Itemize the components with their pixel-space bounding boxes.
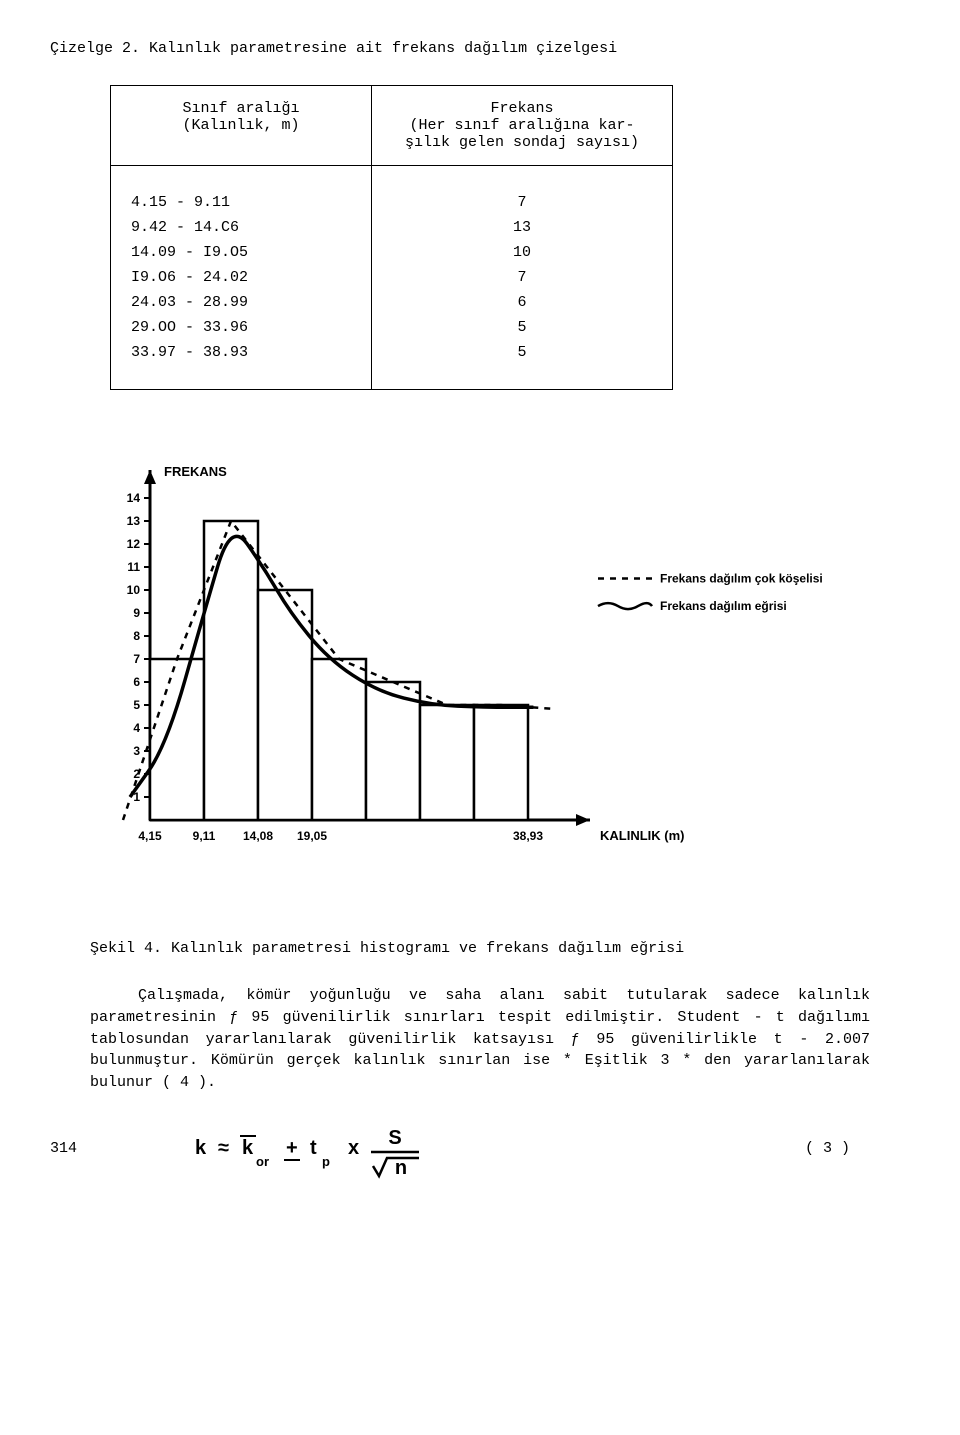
col2-header-line1: Frekans bbox=[490, 100, 553, 117]
col2-header-line2: (Her sınıf aralığına kar- bbox=[409, 117, 634, 134]
equation-number: ( 3 ) bbox=[805, 1140, 850, 1157]
col1-header-line1: Sınıf aralığı bbox=[182, 100, 299, 117]
svg-text:11: 11 bbox=[127, 560, 140, 574]
svg-text:10: 10 bbox=[127, 583, 141, 597]
svg-text:8: 8 bbox=[133, 629, 140, 643]
freq-cell: 7 bbox=[372, 265, 673, 290]
svg-text:19,05: 19,05 bbox=[297, 829, 327, 843]
body-paragraph: Çalışmada, kömür yoğunluğu ve saha alanı… bbox=[90, 985, 870, 1094]
table-title: Çizelge 2. Kalınlık parametresine ait fr… bbox=[50, 40, 910, 57]
formula-svg: k≈kor+tpxSn bbox=[190, 1114, 490, 1184]
svg-text:4,15: 4,15 bbox=[138, 829, 162, 843]
svg-text:14,08: 14,08 bbox=[243, 829, 273, 843]
svg-text:x: x bbox=[348, 1137, 359, 1159]
svg-text:Frekans dağılım çok köşelisi: Frekans dağılım çok köşelisi bbox=[660, 572, 823, 586]
svg-text:3: 3 bbox=[133, 744, 140, 758]
paragraph-text: Çalışmada, kömür yoğunluğu ve saha alanı… bbox=[90, 987, 870, 1091]
svg-text:t: t bbox=[310, 1137, 317, 1159]
col2-header-line3: şılık gelen sondaj sayısı) bbox=[405, 134, 639, 151]
svg-text:38,93: 38,93 bbox=[513, 829, 543, 843]
svg-text:n: n bbox=[395, 1157, 407, 1179]
svg-text:6: 6 bbox=[133, 675, 140, 689]
freq-cell: 6 bbox=[372, 290, 673, 315]
freq-cell: 5 bbox=[372, 340, 673, 365]
range-cell: 29.OO - 33.96 bbox=[111, 315, 372, 340]
svg-text:Frekans dağılım eğrisi: Frekans dağılım eğrisi bbox=[660, 599, 787, 613]
range-cell: I9.O6 - 24.02 bbox=[111, 265, 372, 290]
page-number: 314 bbox=[50, 1140, 110, 1157]
svg-text:14: 14 bbox=[127, 491, 141, 505]
svg-text:p: p bbox=[322, 1154, 330, 1169]
svg-text:9,11: 9,11 bbox=[193, 829, 216, 843]
svg-text:S: S bbox=[388, 1127, 401, 1149]
svg-text:FREKANS: FREKANS bbox=[164, 464, 227, 479]
svg-text:9: 9 bbox=[133, 606, 140, 620]
svg-text:13: 13 bbox=[127, 514, 141, 528]
freq-cell: 5 bbox=[372, 315, 673, 340]
svg-text:k: k bbox=[242, 1137, 254, 1159]
svg-text:≈: ≈ bbox=[218, 1137, 229, 1159]
freq-cell: 13 bbox=[372, 215, 673, 240]
svg-text:4: 4 bbox=[133, 721, 140, 735]
table-header-col1: Sınıf aralığı (Kalınlık, m) bbox=[111, 86, 372, 166]
svg-text:7: 7 bbox=[133, 652, 140, 666]
freq-cell: 7 bbox=[372, 190, 673, 215]
svg-text:k: k bbox=[195, 1137, 207, 1159]
figure-caption: Şekil 4. Kalınlık parametresi histogramı… bbox=[90, 940, 910, 957]
svg-text:5: 5 bbox=[133, 698, 140, 712]
svg-text:or: or bbox=[256, 1154, 269, 1169]
svg-text:+: + bbox=[286, 1137, 298, 1159]
col1-header-line2: (Kalınlık, m) bbox=[182, 117, 299, 134]
formula-row: 314 k≈kor+tpxSn ( 3 ) bbox=[50, 1114, 910, 1184]
chart-svg: FREKANS14131211109876543214,159,1114,081… bbox=[70, 430, 890, 890]
freq-cell: 10 bbox=[372, 240, 673, 265]
frequency-table: Sınıf aralığı (Kalınlık, m) Frekans (Her… bbox=[110, 85, 673, 390]
histogram-chart: FREKANS14131211109876543214,159,1114,081… bbox=[70, 430, 890, 890]
range-cell: 9.42 - 14.C6 bbox=[111, 215, 372, 240]
range-cell: 24.03 - 28.99 bbox=[111, 290, 372, 315]
range-cell: 33.97 - 38.93 bbox=[111, 340, 372, 365]
svg-text:12: 12 bbox=[127, 537, 141, 551]
svg-text:KALINLIK (m): KALINLIK (m) bbox=[600, 828, 685, 843]
range-cell: 4.15 - 9.11 bbox=[111, 190, 372, 215]
table-header-col2: Frekans (Her sınıf aralığına kar- şılık … bbox=[372, 86, 673, 166]
range-cell: 14.09 - I9.O5 bbox=[111, 240, 372, 265]
